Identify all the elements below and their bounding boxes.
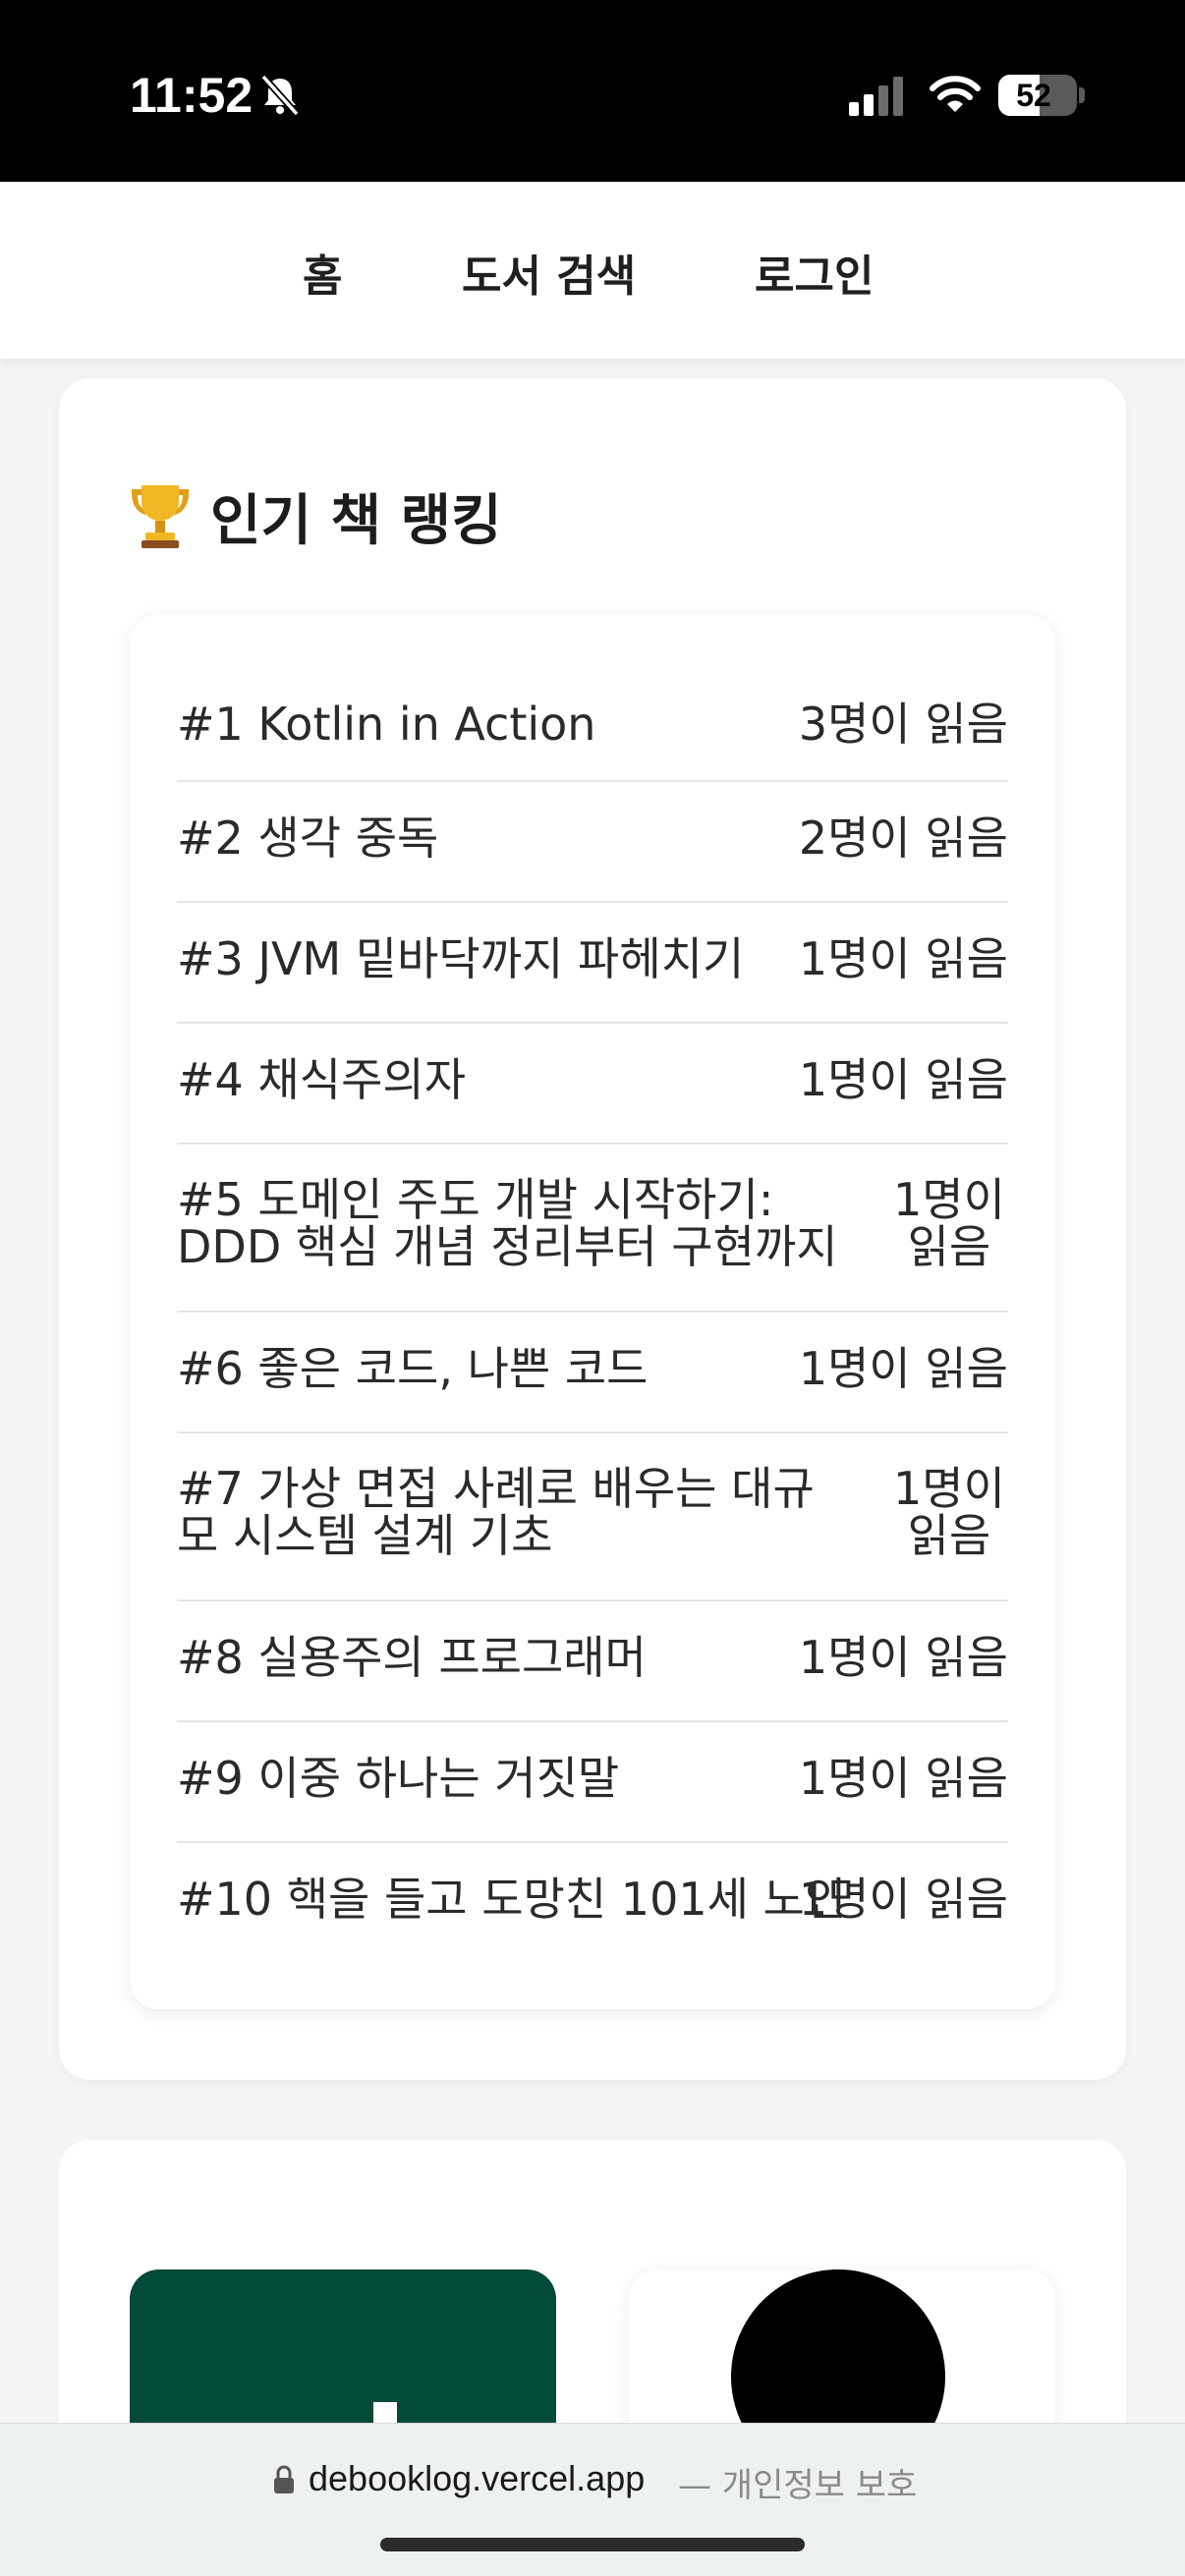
browser-url-bar[interactable]: [0, 2423, 1185, 2576]
ranking-item-read-count: 1명이 읽음: [798, 1342, 1008, 1395]
ranking-item[interactable]: #4 채식주의자 1명이 읽음: [177, 1024, 1008, 1145]
battery-fill: [998, 75, 1040, 116]
ranking-item[interactable]: #5 도메인 주도 개발 시작하기: DDD 핵심 개념 정리부터 구현까지 1명…: [177, 1145, 1008, 1313]
ranking-item[interactable]: #1 Kotlin in Action 3명이 읽음: [177, 668, 1008, 782]
ranking-item-read-count: 2명이 읽음: [798, 812, 1008, 865]
home-indicator[interactable]: [380, 2538, 805, 2551]
ranking-item-title: #7 가상 면접 사례로 배우는 대규모 시스템 설계 기초: [177, 1462, 815, 1562]
ranking-item[interactable]: #2 생각 중독 2명이 읽음: [177, 782, 1008, 903]
ranking-item[interactable]: #3 JVM 밑바닥까지 파헤치기 1명이 읽음: [177, 903, 1008, 1024]
nav-book-search-link[interactable]: 도서 검색: [462, 252, 637, 302]
status-time: 11:52: [130, 68, 254, 123]
ranking-item[interactable]: #7 가상 면접 사례로 배우는 대규모 시스템 설계 기초 1명이 읽음: [177, 1433, 1008, 1601]
ranking-item-read-count: 1명이 읽음: [893, 1173, 1005, 1273]
ranking-item-read-count: 1명이 읽음: [798, 1752, 1008, 1805]
ranking-item-title: #5 도메인 주도 개발 시작하기: DDD 핵심 개념 정리부터 구현까지: [177, 1173, 838, 1273]
ranking-item-title: #4 채식주의자: [177, 1053, 467, 1106]
ranking-item-title: #3 JVM 밑바닥까지 파헤치기: [177, 932, 745, 985]
ranking-item-read-count: 1명이 읽음: [798, 1631, 1008, 1684]
nav-login-link[interactable]: 로그인: [755, 252, 875, 302]
battery-level: 52: [1016, 78, 1051, 113]
battery-icon: 52: [998, 75, 1077, 116]
top-navigation: [0, 182, 1185, 359]
ranking-item-read-count: 3명이 읽음: [798, 698, 1008, 751]
ranking-item-read-count: 1명이 읽음: [798, 1053, 1008, 1106]
ranking-item-title: #10 핵을 들고 도망친 101세 노인: [177, 1873, 847, 1926]
wifi-icon: [930, 76, 981, 112]
battery-cap: [1079, 87, 1085, 103]
browser-url[interactable]: debooklog.vercel.app: [309, 2458, 646, 2498]
ranking-item-read-count: 1명이 읽음: [798, 932, 1008, 985]
ranking-item-title: #2 생각 중독: [177, 812, 439, 865]
ranking-item[interactable]: #6 좋은 코드, 나쁜 코드 1명이 읽음: [177, 1313, 1008, 1433]
ranking-item-title: #9 이중 하나는 거짓말: [177, 1752, 620, 1805]
bell-slash-icon: [260, 74, 300, 117]
ranking-item[interactable]: #8 실용주의 프로그래머 1명이 읽음: [177, 1601, 1008, 1722]
ranking-item-read-count: 1명이 읽음: [893, 1462, 1005, 1562]
ranking-item-read-count: 1명이 읽음: [798, 1873, 1008, 1926]
ranking-item[interactable]: #9 이중 하나는 거짓말 1명이 읽음: [177, 1722, 1008, 1843]
status-bar: 11:52 52: [0, 0, 1185, 182]
privacy-label: — 개인정보 보호: [678, 2466, 918, 2505]
ranking-item-title: #1 Kotlin in Action: [177, 698, 596, 751]
ranking-item[interactable]: #10 핵을 들고 도망친 101세 노인 1명이 읽음: [177, 1843, 1008, 1961]
nav-home-link[interactable]: 홈: [303, 252, 343, 302]
lock-icon: [274, 2465, 294, 2493]
ranking-item-title: #6 좋은 코드, 나쁜 코드: [177, 1342, 649, 1395]
cellular-signal-icon: [849, 77, 903, 116]
ranking-title: 인기 책 랭킹: [210, 489, 502, 553]
ranking-item-title: #8 실용주의 프로그래머: [177, 1631, 647, 1684]
trophy-icon: [132, 485, 189, 548]
